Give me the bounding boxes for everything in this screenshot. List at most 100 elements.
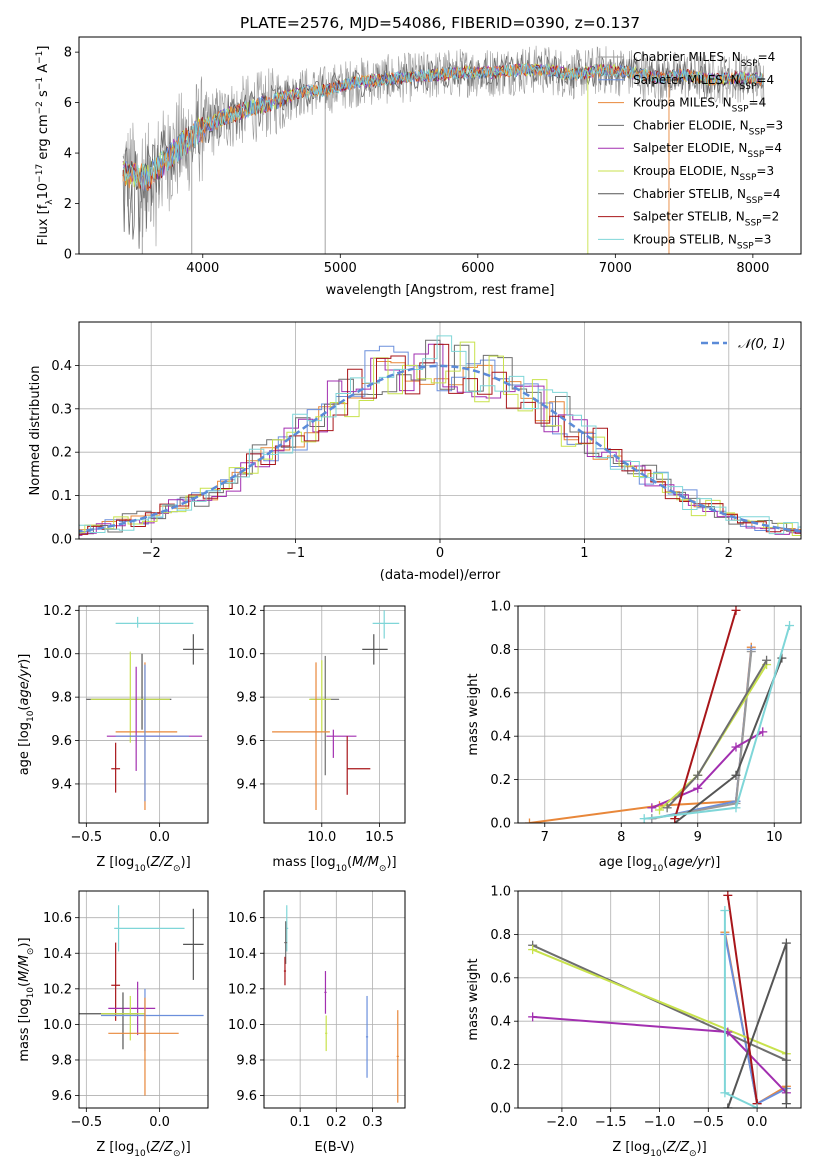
x-tick-label: 4000 [186, 261, 219, 276]
y-tick-label: 1.0 [490, 885, 511, 900]
errorbar-point [309, 660, 332, 732]
x-tick-label: −1.5 [595, 1115, 627, 1130]
y-tick-label: 9.4 [236, 777, 257, 792]
errorbar-point [100, 988, 204, 1052]
y-tick-label: 0.2 [490, 1058, 511, 1073]
x-tick-label: 0.2 [326, 1115, 347, 1130]
legend-entry: Kroupa STELIB, NSSP=3 [633, 232, 771, 251]
errorbar-point [115, 664, 189, 802]
x-tick-label: 10.5 [365, 830, 394, 845]
x-tick-label: 2 [725, 546, 733, 561]
axes-overlay: 7 8 9 10 0.0 0.2 0.4 0.6 0.8 1.0 age [log10(age/yr… [466, 600, 802, 874]
x-tick-label: 8000 [736, 261, 769, 276]
x-tick-label: 7000 [599, 261, 632, 276]
y-tick-label: 9.6 [236, 734, 257, 749]
errorbar-point [86, 653, 172, 730]
axes-frame [78, 890, 209, 1109]
axes-overlay: −0.5 0.0 9.4 9.6 9.8 10.0 10.2 Z [log10(Z/Z⊙)] a… [17, 604, 209, 874]
weight-line [532, 944, 787, 1062]
y-axis-label: mass [log10(M/M⊙)] [17, 937, 36, 1061]
x-tick-label: 0.0 [149, 830, 170, 845]
x-tick-label: −0.5 [71, 830, 103, 845]
y-tick-label: 0.6 [490, 686, 511, 701]
x-tick-label: 7 [541, 830, 549, 845]
x-tick-label: 0 [436, 546, 444, 561]
weight-marker [528, 945, 538, 955]
legend-entry: Kroupa MILES, NSSP=4 [633, 96, 766, 115]
y-tick-label: 0.4 [490, 1015, 511, 1030]
histogram-step [79, 339, 801, 539]
x-tick-label: −0.5 [693, 1115, 725, 1130]
plot-area [122, 45, 765, 254]
plot-area [79, 905, 204, 1096]
weight-line [723, 934, 787, 1106]
y-tick-label: 10.0 [43, 1018, 72, 1033]
axes-mass-vs-EBV: 0.1 0.2 0.3 9.6 9.8 10.0 10.2 10.4 10.6 E(B-V) [228, 890, 406, 1155]
x-axis-label: (data-model)/error [380, 568, 501, 583]
errorbar-point [115, 616, 194, 628]
x-axis-label: mass [log10(M/M⊙)] [272, 855, 396, 874]
errorbar-point [396, 1010, 399, 1103]
y-tick-label: 10.2 [228, 982, 257, 997]
weight-marker [528, 1012, 538, 1022]
axes-frame [263, 890, 406, 1109]
y-tick-label: 9.6 [51, 1089, 72, 1104]
x-tick-label: −2.0 [546, 1115, 578, 1130]
x-tick-label: 5000 [324, 261, 357, 276]
y-tick-label: 1.0 [490, 600, 511, 615]
axes-overlay: 0.1 0.2 0.3 9.6 9.8 10.0 10.2 10.4 10.6 E(B-V) [228, 890, 406, 1155]
y-tick-label: 0.0 [490, 817, 511, 832]
axes-frame [517, 605, 802, 824]
y-tick-label: 10.2 [43, 982, 72, 997]
y-tick-label: 10.0 [43, 647, 72, 662]
y-tick-label: 0.1 [51, 489, 72, 504]
y-tick-label: 9.4 [51, 777, 72, 792]
weight-line [726, 895, 759, 1104]
x-tick-label: 6000 [461, 261, 494, 276]
y-tick-label: 0.2 [51, 446, 72, 461]
x-tick-label: −2 [142, 546, 161, 561]
x-tick-label: 1 [580, 546, 588, 561]
axes-frame [78, 605, 209, 824]
y-tick-label: 9.8 [51, 691, 72, 706]
histogram-step [79, 341, 801, 536]
weight-marker [693, 770, 703, 780]
weight-marker [723, 1103, 733, 1108]
errorbar-point [283, 956, 287, 986]
weight-line [723, 932, 787, 1106]
errorbar-point [326, 729, 357, 758]
weight-marker [720, 906, 730, 916]
axes-mass-weight-vs-age: 7 8 9 10 0.0 0.2 0.4 0.6 0.8 1.0 age [log10(age/yr… [466, 600, 802, 874]
weight-marker [781, 1099, 791, 1108]
weight-marker [723, 891, 733, 900]
errorbar-point [325, 1015, 328, 1052]
histogram-step [79, 343, 801, 535]
histogram-step [79, 345, 801, 533]
legend-entry: Salpeter STELIB, NSSP=2 [633, 210, 779, 229]
weight-marker [655, 805, 664, 815]
y-tick-label: 9.8 [51, 1053, 72, 1068]
y-tick-label: 9.8 [236, 1053, 257, 1068]
axes-overlay: 10.0 10.5 9.4 9.6 9.8 10.0 10.2 mass [log10(M/M… [228, 604, 406, 874]
weight-marker [746, 647, 756, 657]
legend: Chabrier MILES, NSSP=4 Salpeter MILES, NS… [598, 50, 783, 251]
y-axis-label: Normed distribution [28, 366, 43, 496]
weight-line [674, 657, 783, 823]
legend-entry: Salpeter MILES, NSSP=4 [633, 73, 774, 92]
errorbar-point [346, 736, 371, 795]
y-tick-label: 10.6 [43, 911, 72, 926]
weight-marker [731, 606, 741, 615]
axes-mass-vs-Z: −0.5 0.0 9.6 9.8 10.0 10.2 10.4 10.6 Z [log10(Z/… [17, 890, 209, 1159]
weight-line [532, 948, 787, 1055]
weight-marker [731, 742, 741, 752]
plot-area [528, 891, 791, 1108]
y-tick-label: 10.4 [228, 947, 257, 962]
plot-area [524, 606, 795, 823]
y-tick-label: 10.2 [228, 604, 257, 619]
y-tick-label: 10.2 [43, 604, 72, 619]
weight-line [651, 651, 753, 820]
x-axis-label: age [log10(age/yr)] [599, 855, 721, 874]
legend-entry: Kroupa ELODIE, NSSP=3 [633, 164, 774, 183]
y-tick-label: 0.0 [490, 1102, 511, 1117]
